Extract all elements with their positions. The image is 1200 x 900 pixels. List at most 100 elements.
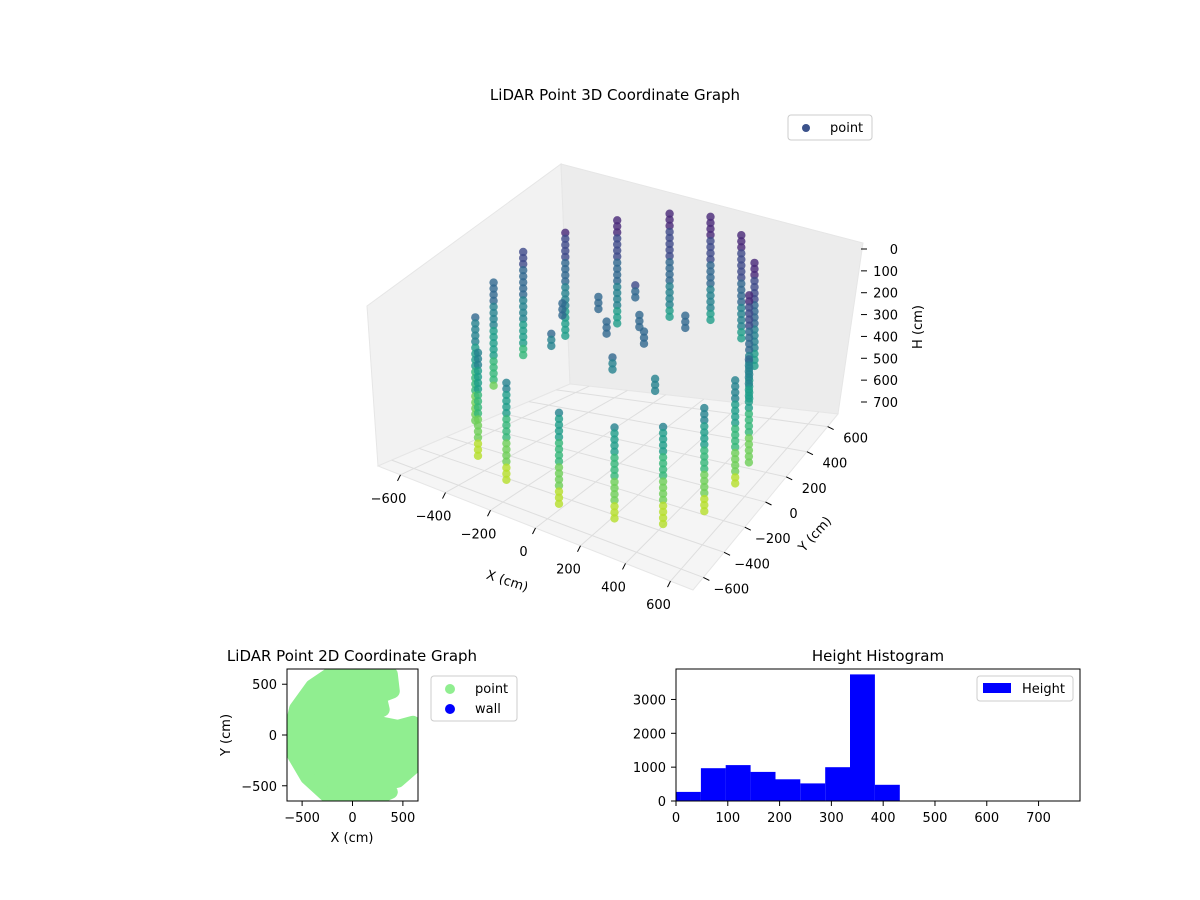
cloud-point-3d <box>658 434 668 444</box>
cloud-point-3d <box>558 305 567 314</box>
cloud-point-3d <box>681 323 690 333</box>
cloud-point-3d <box>737 273 746 282</box>
x-tick-label-histogram: 500 <box>923 811 948 826</box>
point-cloud-3d <box>471 209 759 529</box>
cloud-point-3d <box>658 483 668 492</box>
cloud-point-3d <box>473 354 483 363</box>
cloud-point-3d <box>473 433 483 442</box>
cloud-point-3d <box>658 465 668 474</box>
cloud-point-3d <box>554 481 564 490</box>
cloud-point-3d <box>610 514 619 523</box>
cloud-point-3d <box>473 439 483 448</box>
cloud-point-3d <box>502 384 511 393</box>
histogram-bar <box>800 783 826 801</box>
cloud-point-3d <box>737 334 746 343</box>
z-tick-label-3d: 700 <box>873 396 898 411</box>
cloud-point-3d <box>519 259 528 269</box>
cloud-point-3d <box>610 447 619 456</box>
cloud-point-3d <box>473 384 483 394</box>
cloud-point-3d <box>489 345 498 354</box>
cloud-point-3d <box>489 332 498 342</box>
cloud-point-3d <box>737 315 746 325</box>
cloud-point-3d <box>744 458 754 467</box>
cloud-point-3d <box>519 296 528 305</box>
cloud-point-3d <box>737 309 746 319</box>
z-tick-label-3d: 300 <box>873 309 898 324</box>
cloud-point-3d <box>502 463 511 472</box>
cloud-point-3d <box>706 315 715 325</box>
x-tick-3d <box>667 580 671 588</box>
z-tick-label-3d: 0 <box>890 243 898 258</box>
legend-2d-wall-marker <box>445 704 455 714</box>
x-tick-label-3d: 0 <box>519 545 527 560</box>
y-tick-label-3d: 200 <box>802 482 827 497</box>
cloud-point-3d <box>561 319 570 328</box>
cloud-point-3d <box>489 375 498 384</box>
cloud-point-3d <box>737 237 746 246</box>
cloud-point-3d <box>700 464 709 473</box>
cloud-point-3d <box>744 355 754 364</box>
cloud-point-3d <box>561 271 570 280</box>
cloud-point-3d <box>745 339 754 349</box>
cloud-point-3d <box>473 360 483 369</box>
cloud-point-3d <box>608 353 617 362</box>
cloud-point-3d <box>750 258 759 268</box>
cloud-point-3d <box>502 457 511 466</box>
cloud-point-3d <box>547 335 556 344</box>
legend-2d-wall-label: wall <box>475 702 501 717</box>
cloud-point-3d <box>519 344 528 354</box>
cloud-point-3d <box>658 453 668 462</box>
cloud-point-3d <box>731 400 740 409</box>
cloud-point-3d <box>471 319 480 328</box>
cloud-point-3d <box>558 299 567 308</box>
cloud-point-3d <box>706 267 715 276</box>
cloud-point-3d <box>681 311 690 320</box>
cloud-point-3d <box>737 285 746 294</box>
cloud-point-3d <box>519 284 528 293</box>
cloud-point-3d <box>700 452 709 461</box>
cloud-point-3d <box>473 445 483 454</box>
cloud-point-3d <box>489 302 498 311</box>
cloud-point-3d <box>745 291 754 300</box>
cloud-point-3d <box>502 439 511 448</box>
cloud-point-3d <box>706 303 715 312</box>
cloud-point-3d <box>519 326 528 335</box>
cloud-point-3d <box>602 329 611 338</box>
cloud-point-3d <box>665 251 674 261</box>
legend-3d: point <box>787 114 873 141</box>
cloud-point-3d <box>744 452 754 461</box>
cloud-point-3d <box>650 386 660 396</box>
cloud-point-3d <box>706 273 715 282</box>
cloud-point-3d <box>489 351 498 360</box>
y-tick-label-3d: −200 <box>755 532 791 547</box>
cloud-point-3d <box>744 403 754 413</box>
x-axis-label-3d: X (cm) <box>484 568 530 596</box>
cloud-point-3d <box>700 488 709 498</box>
histogram-bar <box>850 674 875 801</box>
x-tick-label-2d: 500 <box>390 811 415 826</box>
cloud-point-3d <box>744 409 754 419</box>
x-axis-label-2d: X (cm) <box>331 831 374 846</box>
cloud-point-3d <box>502 408 511 418</box>
cloud-point-3d <box>502 475 511 484</box>
cloud-point-3d <box>706 255 715 264</box>
cloud-point-3d <box>737 322 746 331</box>
cloud-point-3d <box>610 441 619 450</box>
y-tick-label-2d: 0 <box>269 729 277 744</box>
cloud-point-3d <box>706 261 715 270</box>
cloud-point-3d <box>658 519 668 529</box>
cloud-point-3d <box>681 317 690 326</box>
cloud-point-3d <box>602 317 611 326</box>
cloud-point-3d <box>744 421 754 431</box>
cloud-point-3d <box>745 345 754 355</box>
cloud-point-3d <box>700 446 709 455</box>
cloud-point-3d <box>554 445 564 454</box>
cloud-point-3d <box>473 397 483 406</box>
cloud-point-3d <box>639 339 649 348</box>
cloud-point-3d <box>700 476 709 486</box>
cloud-point-3d <box>561 258 570 268</box>
chart-3d: LiDAR Point 3D Coordinate Graph −600 −400… <box>366 86 926 613</box>
cloud-point-3d <box>613 216 622 225</box>
cloud-point-3d <box>706 279 715 288</box>
cloud-point-3d <box>561 283 570 292</box>
